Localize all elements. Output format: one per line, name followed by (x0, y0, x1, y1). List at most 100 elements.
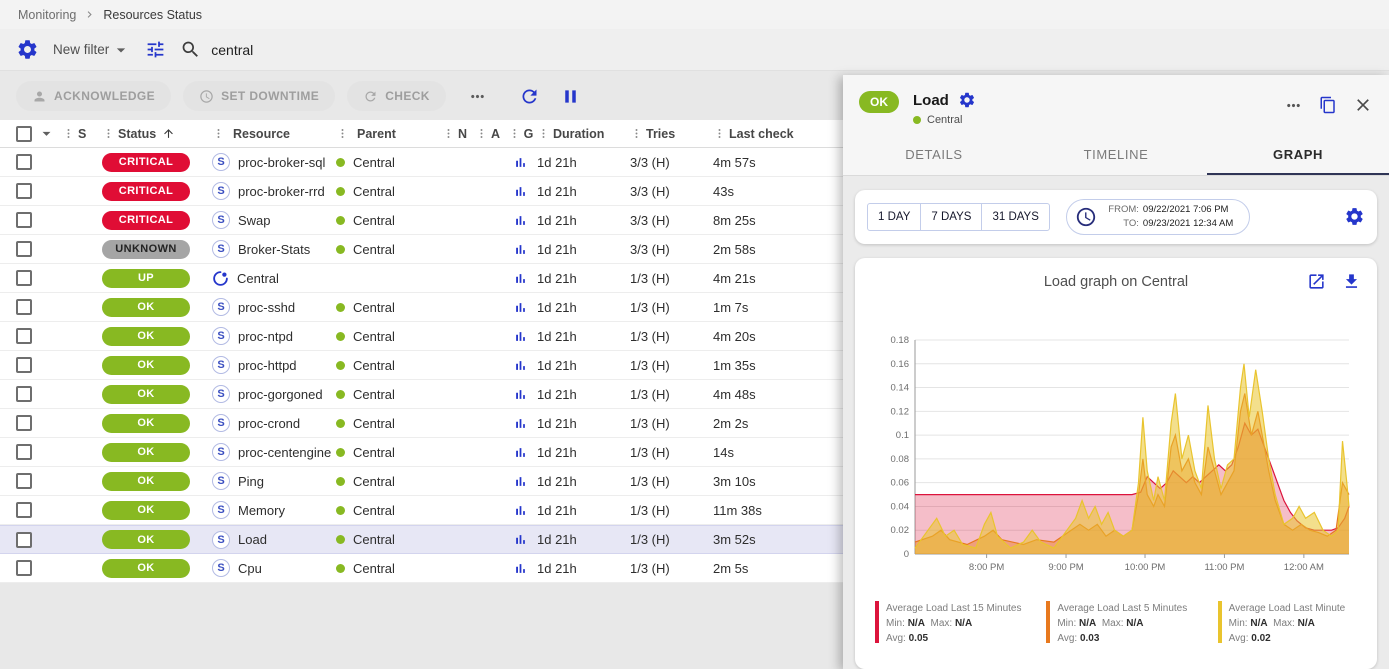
open-in-new-icon[interactable] (1307, 272, 1326, 291)
table-row[interactable]: UP Central 1d 21h 1/3 (H) 4m 21s (0, 264, 843, 293)
search-input[interactable] (211, 41, 1373, 58)
table-row[interactable]: OK S Load Central 1d 21h 1/3 (H) 3m 52s (0, 525, 843, 554)
graph-icon[interactable] (513, 242, 528, 257)
resource-name[interactable]: proc-broker-rrd (238, 183, 325, 199)
resource-name[interactable]: Load (238, 532, 267, 547)
tab-timeline[interactable]: TIMELINE (1083, 147, 1149, 162)
row-checkbox[interactable] (16, 415, 32, 431)
column-drag-icon[interactable] (475, 127, 488, 140)
download-icon[interactable] (1342, 272, 1361, 291)
sort-asc-icon[interactable] (162, 127, 175, 140)
graph-icon[interactable] (513, 271, 528, 286)
select-all-checkbox[interactable] (16, 125, 32, 142)
parent-name[interactable]: Central (353, 241, 395, 257)
column-header-status[interactable]: Status (102, 127, 212, 141)
resource-name[interactable]: Central (237, 270, 279, 286)
pause-icon[interactable] (560, 86, 581, 107)
column-header-resource[interactable]: Resource (212, 127, 336, 141)
legend-item[interactable]: Average Load Last 15 Minutes Min: N/A Ma… (875, 600, 1022, 646)
column-header-parent[interactable]: Parent (336, 127, 438, 141)
close-panel-icon[interactable] (1353, 95, 1373, 115)
copy-link-icon[interactable] (1319, 96, 1337, 114)
column-header-tries[interactable]: Tries (630, 127, 713, 141)
parent-name[interactable]: Central (353, 183, 395, 199)
graph-icon[interactable] (513, 503, 528, 518)
graph-icon[interactable] (513, 561, 528, 576)
filter-select[interactable]: New filter (53, 40, 131, 60)
row-checkbox[interactable] (16, 299, 32, 315)
resource-name[interactable]: Swap (238, 212, 271, 228)
resource-name[interactable]: proc-crond (238, 415, 301, 431)
row-checkbox[interactable] (16, 560, 32, 576)
resource-name[interactable]: proc-gorgoned (238, 386, 323, 402)
row-checkbox[interactable] (16, 270, 32, 286)
column-header-duration[interactable]: Duration (537, 127, 630, 141)
range-button-7-days[interactable]: 7 DAYS (920, 202, 983, 231)
column-header-a[interactable]: A (471, 127, 504, 141)
range-button-1-day[interactable]: 1 DAY (867, 202, 922, 231)
column-drag-icon[interactable] (713, 127, 726, 140)
column-drag-icon[interactable] (630, 127, 643, 140)
row-checkbox[interactable] (16, 212, 32, 228)
resource-name[interactable]: proc-centengine (238, 444, 332, 460)
resource-name[interactable]: proc-sshd (238, 299, 296, 315)
resource-name[interactable]: Cpu (238, 560, 262, 576)
legend-item[interactable]: Average Load Last Minute Min: N/A Max: N… (1217, 600, 1365, 646)
set-downtime-button[interactable]: SET DOWNTIME (183, 81, 336, 111)
graph-icon[interactable] (513, 329, 528, 344)
tab-graph[interactable]: GRAPH (1207, 134, 1389, 175)
graph-icon[interactable] (513, 387, 528, 402)
column-drag-icon[interactable] (442, 127, 455, 140)
panel-more-icon[interactable] (1284, 96, 1303, 115)
breadcrumb-item-monitoring[interactable]: Monitoring (18, 7, 77, 22)
graph-icon[interactable] (513, 358, 528, 373)
row-checkbox[interactable] (16, 357, 32, 373)
column-drag-icon[interactable] (537, 127, 550, 140)
parent-name[interactable]: Central (353, 415, 395, 431)
graph-icon[interactable] (513, 213, 528, 228)
graph-settings-gear-icon[interactable] (1344, 206, 1365, 227)
refresh-icon[interactable] (519, 86, 540, 107)
tune-icon[interactable] (145, 39, 166, 60)
graph-icon[interactable] (513, 532, 528, 547)
resource-name[interactable]: Ping (238, 473, 265, 489)
column-drag-icon[interactable] (508, 127, 521, 140)
graph-icon[interactable] (513, 416, 528, 431)
parent-name[interactable]: Central (353, 560, 395, 576)
tab-details[interactable]: DETAILS (905, 147, 963, 162)
resource-name[interactable]: Memory (238, 502, 285, 518)
table-row[interactable]: UNKNOWN S Broker-Stats Central 1d 21h 3/3… (0, 235, 843, 264)
more-actions-icon[interactable] (468, 87, 487, 106)
column-header-n[interactable]: N (438, 127, 471, 141)
parent-name[interactable]: Central (353, 357, 395, 373)
parent-name[interactable]: Central (353, 473, 395, 489)
table-row[interactable]: CRITICAL S Swap Central 1d 21h 3/3 (H) 8m… (0, 206, 843, 235)
legend-item[interactable]: Average Load Last 5 Minutes Min: N/A Max… (1046, 600, 1193, 646)
column-header-s[interactable]: S (62, 127, 102, 141)
graph-icon[interactable] (513, 300, 528, 315)
row-checkbox[interactable] (16, 183, 32, 199)
column-drag-icon[interactable] (212, 127, 225, 140)
table-row[interactable]: OK S Cpu Central 1d 21h 1/3 (H) 2m 5s (0, 554, 843, 583)
row-checkbox[interactable] (16, 531, 32, 548)
parent-name[interactable]: Central (353, 299, 395, 315)
graph-icon[interactable] (513, 155, 528, 170)
parent-name[interactable]: Central (353, 386, 395, 402)
parent-name[interactable]: Central (353, 154, 395, 170)
column-drag-icon[interactable] (62, 127, 75, 140)
parent-name[interactable]: Central (353, 328, 395, 344)
row-checkbox[interactable] (16, 444, 32, 460)
column-drag-icon[interactable] (336, 127, 349, 140)
resource-name[interactable]: proc-broker-sql (238, 154, 326, 170)
resource-name[interactable]: proc-ntpd (238, 328, 293, 344)
custom-time-range[interactable]: FROM: 09/22/2021 7:06 PM TO: 09/23/2021 12… (1065, 199, 1251, 235)
parent-name[interactable]: Central (353, 444, 395, 460)
range-button-31-days[interactable]: 31 DAYS (981, 202, 1050, 231)
